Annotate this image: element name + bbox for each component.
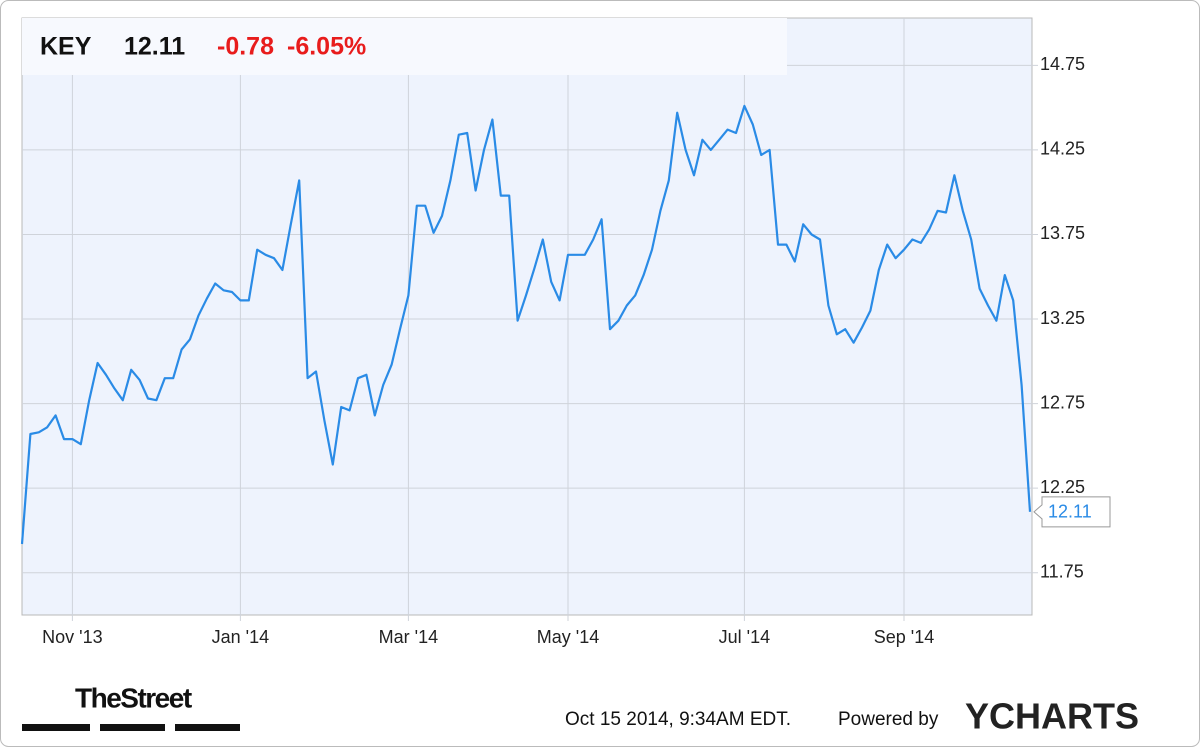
y-tick-label: 14.75 (1040, 54, 1085, 74)
x-tick-label: Jan '14 (212, 627, 269, 647)
price-line (20, 104, 1032, 545)
y-tick-label: 12.75 (1040, 392, 1085, 412)
y-tick-label: 11.75 (1040, 561, 1084, 581)
x-tick-label: Sep '14 (874, 627, 935, 647)
y-tick-label: 13.75 (1040, 223, 1085, 243)
x-tick-label: Mar '14 (379, 627, 438, 647)
ticker: KEY (40, 33, 92, 61)
x-tick-label: May '14 (537, 627, 599, 647)
change-pct: -6.05% (287, 33, 366, 61)
price: 12.11 (124, 33, 185, 61)
plot-area (21, 17, 1033, 616)
powered-by: Powered by (838, 709, 939, 730)
brand-logo: YCHARTS (965, 696, 1139, 737)
logo-bar (100, 724, 165, 731)
x-tick-label: Nov '13 (42, 627, 102, 647)
y-tick-label: 14.25 (1040, 139, 1085, 159)
logo-bar (22, 724, 90, 731)
change: -0.78 (217, 33, 274, 61)
timestamp: Oct 15 2014, 9:34AM EDT. (565, 709, 791, 730)
last-value-label: 12.11 (1048, 502, 1092, 522)
y-tick-label: 12.25 (1040, 477, 1085, 497)
y-tick-label: 13.25 (1040, 308, 1085, 328)
last-value-callout (1033, 496, 1111, 528)
x-tick-label: Jul '14 (719, 627, 770, 647)
source-logo: TheStreet (75, 682, 192, 713)
header-box (22, 18, 787, 75)
logo-bar (175, 724, 240, 731)
